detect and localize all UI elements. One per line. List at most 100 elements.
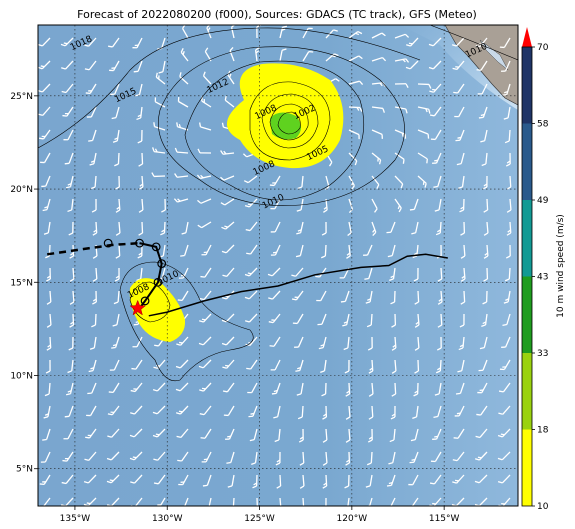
wind-barb [386, 474, 396, 487]
wind-barb [155, 72, 166, 85]
wind-barb [68, 221, 74, 236]
wind-barb [394, 198, 402, 213]
wind-barb [394, 58, 410, 63]
wind-barb [270, 198, 281, 210]
wind-barb [428, 60, 442, 70]
wind-barb [458, 175, 465, 189]
wind-barb [498, 405, 511, 415]
wind-barb [38, 37, 51, 47]
wind-barb [322, 405, 328, 420]
wind-barb [394, 33, 410, 39]
wind-barb [437, 267, 443, 282]
wind-barb [460, 290, 466, 305]
wind-barb [38, 83, 51, 93]
wind-barb [347, 221, 352, 237]
track-point-marker [103, 238, 113, 248]
wind-barb [429, 106, 442, 117]
wind-barb [113, 290, 120, 305]
colorbar-band [522, 200, 532, 277]
wind-barb [177, 451, 189, 462]
wind-barb [412, 405, 419, 419]
wind-barb [245, 221, 258, 232]
wind-barb [86, 405, 97, 417]
wind-barb [498, 382, 511, 393]
wind-barb [243, 175, 258, 184]
wind-barb [64, 152, 74, 165]
wind-barb [106, 474, 120, 484]
wind-barb [151, 172, 166, 178]
wind-barb [221, 336, 235, 346]
wind-barb [46, 336, 52, 351]
wind-barb [226, 451, 235, 464]
wind-barb [175, 405, 189, 415]
wind-barb [130, 405, 143, 415]
wind-barb [45, 359, 51, 374]
isobar-lines [38, 25, 518, 382]
wind-barb [346, 244, 351, 259]
wind-barb [348, 30, 363, 39]
wind-barb [269, 336, 281, 347]
wind-barb [220, 198, 235, 206]
wind-barb [90, 175, 97, 190]
wind-barb [69, 267, 75, 282]
wind-barb [435, 221, 442, 236]
wind-barb [132, 336, 143, 348]
wind-barb [114, 267, 120, 282]
wind-barb [429, 83, 442, 93]
wind-barb [453, 428, 465, 439]
wind-barb [196, 174, 212, 180]
wind-barb [501, 336, 511, 348]
wind-barb [475, 428, 488, 439]
wind-barb [297, 175, 304, 190]
wind-barb [275, 451, 281, 466]
wind-barb [224, 95, 235, 108]
wind-barb [61, 474, 74, 485]
wind-barb [413, 382, 419, 397]
tc-wind-field [129, 278, 186, 342]
wind-barb [504, 267, 511, 282]
lon-tick-label: 115°W [429, 514, 460, 524]
wind-barb [506, 221, 512, 236]
wind-barb [40, 152, 51, 164]
wind-barb [43, 405, 51, 419]
wind-barb [394, 106, 408, 114]
wind-barb [67, 198, 74, 213]
wind-barb [340, 290, 350, 303]
star-icon [129, 299, 146, 316]
wind-barb [220, 150, 235, 155]
wind-barb [371, 32, 386, 39]
wind-barb [391, 336, 397, 351]
wind-barb [481, 152, 488, 167]
wind-barb [88, 129, 97, 142]
wind-barb [247, 382, 258, 394]
wind-barb [417, 175, 427, 188]
wind-barb [432, 428, 442, 440]
lon-tick-label: 120°W [337, 514, 368, 524]
wind-barb [197, 198, 212, 204]
wind-barb [451, 37, 465, 47]
wind-barb [202, 474, 212, 487]
wind-barb [455, 382, 465, 395]
wind-barb [227, 474, 235, 488]
wind-barb [477, 83, 488, 95]
wind-barb [174, 173, 189, 178]
wind-barb [456, 152, 465, 166]
wind-barb [108, 37, 120, 48]
wind-barb [302, 50, 314, 62]
latitude-ticks: 5°N 10°N 15°N 20°N 25°N [10, 92, 38, 475]
map-frame [37, 24, 519, 507]
wind-barb [107, 428, 120, 438]
wind-barb [321, 382, 327, 397]
wind-barb [348, 129, 360, 140]
wind-barb [432, 152, 442, 164]
wind-barb [91, 313, 97, 328]
wind-barb [38, 60, 51, 70]
wind-barb [320, 359, 327, 373]
wind-barb [454, 405, 465, 417]
colorbar-tick-label: 70 [537, 43, 549, 53]
wind-barb [391, 382, 397, 397]
wind-barb [474, 451, 488, 461]
wind-barb [223, 405, 235, 417]
wind-barb [474, 474, 488, 484]
wind-barb [345, 428, 351, 443]
